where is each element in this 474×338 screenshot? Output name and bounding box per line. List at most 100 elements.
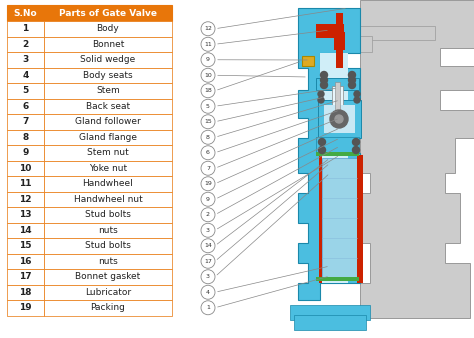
Bar <box>324 105 355 133</box>
Text: 18: 18 <box>204 88 212 93</box>
Text: 5: 5 <box>206 104 210 109</box>
Polygon shape <box>360 0 474 318</box>
Bar <box>44 98 172 114</box>
Text: 17: 17 <box>204 259 212 264</box>
Circle shape <box>201 254 215 268</box>
Text: 10: 10 <box>19 164 32 173</box>
Text: 18: 18 <box>19 288 32 297</box>
Text: 9: 9 <box>206 57 210 62</box>
Text: Back seat: Back seat <box>86 102 130 111</box>
Circle shape <box>348 76 356 83</box>
Text: 2: 2 <box>22 40 28 49</box>
Bar <box>302 56 314 66</box>
Text: Parts of Gate Valve: Parts of Gate Valve <box>59 8 157 18</box>
Text: Handwheel: Handwheel <box>82 179 133 188</box>
Circle shape <box>201 99 215 113</box>
Bar <box>44 37 172 52</box>
Bar <box>7 285 44 300</box>
Circle shape <box>201 68 215 82</box>
Bar <box>44 114 172 129</box>
Circle shape <box>353 146 359 153</box>
Bar <box>7 238 44 254</box>
Circle shape <box>320 76 328 83</box>
Circle shape <box>201 130 215 144</box>
Text: Stud bolts: Stud bolts <box>85 241 131 250</box>
Circle shape <box>201 37 215 51</box>
Bar <box>316 277 359 281</box>
Circle shape <box>320 81 328 89</box>
Bar <box>7 37 44 52</box>
Text: Packing: Packing <box>91 303 126 312</box>
Circle shape <box>201 239 215 253</box>
Text: 1: 1 <box>206 305 210 310</box>
Circle shape <box>201 84 215 98</box>
Bar <box>44 52 172 68</box>
Text: 8: 8 <box>206 135 210 140</box>
Bar <box>7 21 44 37</box>
Circle shape <box>201 223 215 237</box>
Bar <box>7 68 44 83</box>
Bar <box>290 305 370 320</box>
Text: 4: 4 <box>22 71 29 80</box>
Bar <box>316 24 344 38</box>
Text: 1: 1 <box>22 24 28 33</box>
Bar <box>44 207 172 222</box>
Text: 5: 5 <box>22 86 28 95</box>
Bar <box>294 315 366 330</box>
Bar <box>318 100 361 138</box>
Circle shape <box>201 22 215 36</box>
Text: 19: 19 <box>204 181 212 186</box>
Text: 14: 14 <box>204 243 212 248</box>
Bar <box>336 13 343 68</box>
Text: 6: 6 <box>206 150 210 155</box>
Circle shape <box>319 139 326 145</box>
Bar <box>44 254 172 269</box>
Bar <box>44 5 172 21</box>
Circle shape <box>201 115 215 129</box>
Text: 9: 9 <box>206 197 210 202</box>
Text: nuts: nuts <box>98 257 118 266</box>
Bar <box>44 285 172 300</box>
Bar <box>44 192 172 207</box>
Bar <box>7 269 44 285</box>
Text: 6: 6 <box>22 102 28 111</box>
Bar <box>44 300 172 315</box>
Circle shape <box>318 97 324 103</box>
Bar <box>335 82 340 112</box>
Circle shape <box>201 301 215 315</box>
Bar <box>7 192 44 207</box>
Text: 3: 3 <box>206 228 210 233</box>
Text: S.No: S.No <box>14 8 37 18</box>
Text: 2: 2 <box>206 212 210 217</box>
Bar <box>44 83 172 98</box>
Text: 15: 15 <box>19 241 32 250</box>
Bar <box>316 78 359 90</box>
Text: 9: 9 <box>22 148 29 157</box>
Text: 8: 8 <box>22 133 28 142</box>
Text: 12: 12 <box>204 26 212 31</box>
Bar <box>320 53 348 283</box>
Bar <box>360 26 435 40</box>
Circle shape <box>318 91 324 97</box>
Text: 4: 4 <box>206 290 210 295</box>
Text: 7: 7 <box>22 117 29 126</box>
Bar <box>44 222 172 238</box>
Circle shape <box>319 146 326 153</box>
Bar <box>7 83 44 98</box>
Circle shape <box>348 81 356 89</box>
Text: Gland follower: Gland follower <box>75 117 141 126</box>
Circle shape <box>201 285 215 299</box>
Bar <box>7 222 44 238</box>
Circle shape <box>201 192 215 206</box>
Text: 10: 10 <box>204 73 212 78</box>
Bar <box>44 129 172 145</box>
Text: Yoke nut: Yoke nut <box>89 164 127 173</box>
Text: Lubricator: Lubricator <box>85 288 131 297</box>
Bar <box>7 98 44 114</box>
Text: Stem: Stem <box>96 86 120 95</box>
Bar <box>44 269 172 285</box>
Circle shape <box>320 72 328 78</box>
Text: 17: 17 <box>19 272 32 281</box>
Text: Stud bolts: Stud bolts <box>85 210 131 219</box>
Circle shape <box>201 146 215 160</box>
